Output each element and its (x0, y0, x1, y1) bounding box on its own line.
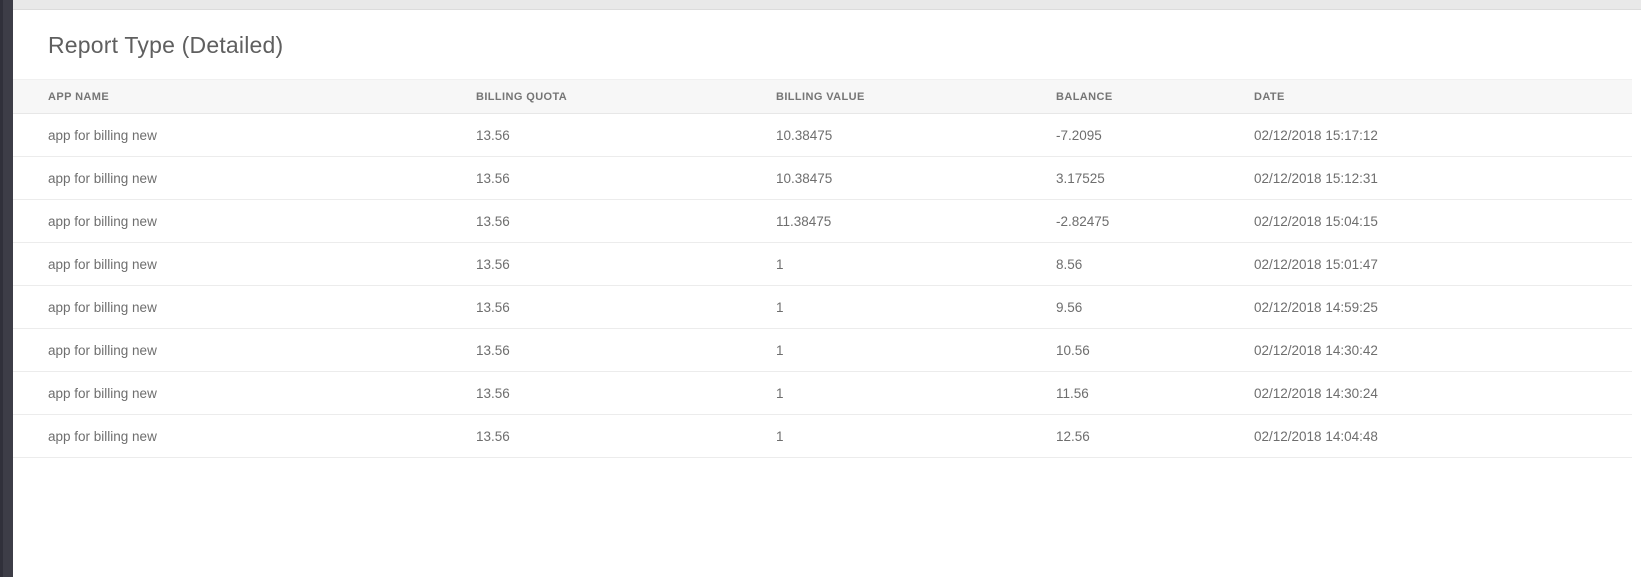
cell-app-name: app for billing new (48, 256, 157, 272)
cell-billing-value: 1 (776, 299, 784, 315)
table-row: app for billing new 13.56 1 8.56 02/12/2018 … (13, 242, 1632, 286)
cell-app-name: app for billing new (48, 170, 157, 186)
cell-billing-value: 1 (776, 256, 784, 272)
cell-date: 02/12/2018 14:59:25 (1254, 299, 1378, 315)
cell-billing-value: 1 (776, 342, 784, 358)
report-table-body: app for billing new 13.56 10.38475 -7.2095 0… (13, 113, 1632, 458)
table-row: app for billing new 13.56 11.38475 -2.82475… (13, 199, 1632, 243)
cell-date: 02/12/2018 15:17:12 (1254, 127, 1378, 143)
cell-billing-value: 11.38475 (776, 213, 832, 229)
table-row: app for billing new 13.56 1 12.56 02/12/2018… (13, 414, 1632, 458)
table-row: app for billing new 13.56 1 10.56 02/12/2018… (13, 328, 1632, 372)
report-table-container: APP NAME BILLING QUOTA BILLING VALUE BALANC… (13, 79, 1632, 458)
table-row: app for billing new 13.56 1 11.56 02/12/2018… (13, 371, 1632, 415)
cell-billing-quota: 13.56 (476, 428, 510, 444)
cell-billing-quota: 13.56 (476, 127, 510, 143)
cell-app-name: app for billing new (48, 127, 157, 143)
cell-date: 02/12/2018 15:12:31 (1254, 170, 1378, 186)
cell-billing-quota: 13.56 (476, 256, 510, 272)
page-title: Report Type (Detailed) (48, 32, 284, 58)
cell-balance: -7.2095 (1056, 127, 1102, 143)
cell-billing-value: 10.38475 (776, 170, 833, 186)
cell-billing-value: 1 (776, 428, 784, 444)
column-header-date: DATE (1254, 90, 1285, 103)
cell-app-name: app for billing new (48, 428, 157, 444)
cell-balance: -2.82475 (1056, 213, 1110, 229)
table-row: app for billing new 13.56 10.38475 -7.2095 0… (13, 113, 1632, 157)
cell-billing-quota: 13.56 (476, 299, 510, 315)
column-header-app-name: APP NAME (48, 90, 110, 103)
cell-app-name: app for billing new (48, 299, 157, 315)
cell-balance: 9.56 (1056, 299, 1083, 315)
collapsed-sidebar-edge (0, 0, 13, 577)
cell-balance: 3.17525 (1056, 170, 1105, 186)
column-header-balance: BALANCE (1056, 90, 1113, 103)
cell-date: 02/12/2018 15:01:47 (1254, 256, 1378, 272)
cell-billing-quota: 13.56 (476, 385, 510, 401)
cell-billing-quota: 13.56 (476, 213, 510, 229)
cell-app-name: app for billing new (48, 385, 157, 401)
toolbar-bottom-strip (13, 0, 1641, 10)
cell-billing-value: 1 (776, 385, 784, 401)
cell-balance: 11.56 (1056, 385, 1089, 401)
report-content-area: Report Type (Detailed) APP NAME BILLING Q… (13, 10, 1641, 577)
table-row: app for billing new 13.56 10.38475 3.17525 0… (13, 156, 1632, 200)
cell-billing-quota: 13.56 (476, 170, 510, 186)
cell-billing-quota: 13.56 (476, 342, 510, 358)
cell-date: 02/12/2018 15:04:15 (1254, 213, 1378, 229)
cell-date: 02/12/2018 14:04:48 (1254, 428, 1378, 444)
column-header-billing-value: BILLING VALUE (776, 90, 865, 103)
cell-balance: 12.56 (1056, 428, 1090, 444)
column-header-billing-quota: BILLING QUOTA (476, 90, 568, 103)
cell-app-name: app for billing new (48, 342, 157, 358)
cell-balance: 8.56 (1056, 256, 1083, 272)
cell-billing-value: 10.38475 (776, 127, 833, 143)
cell-balance: 10.56 (1056, 342, 1090, 358)
report-table-header-row: APP NAME BILLING QUOTA BILLING VALUE BALANC… (13, 79, 1632, 114)
cell-date: 02/12/2018 14:30:24 (1254, 385, 1378, 401)
table-row: app for billing new 13.56 1 9.56 02/12/2018 … (13, 285, 1632, 329)
report-table: APP NAME BILLING QUOTA BILLING VALUE BALANC… (13, 79, 1632, 458)
cell-date: 02/12/2018 14:30:42 (1254, 342, 1378, 358)
report-table-head: APP NAME BILLING QUOTA BILLING VALUE BALANC… (13, 79, 1632, 114)
cell-app-name: app for billing new (48, 213, 157, 229)
